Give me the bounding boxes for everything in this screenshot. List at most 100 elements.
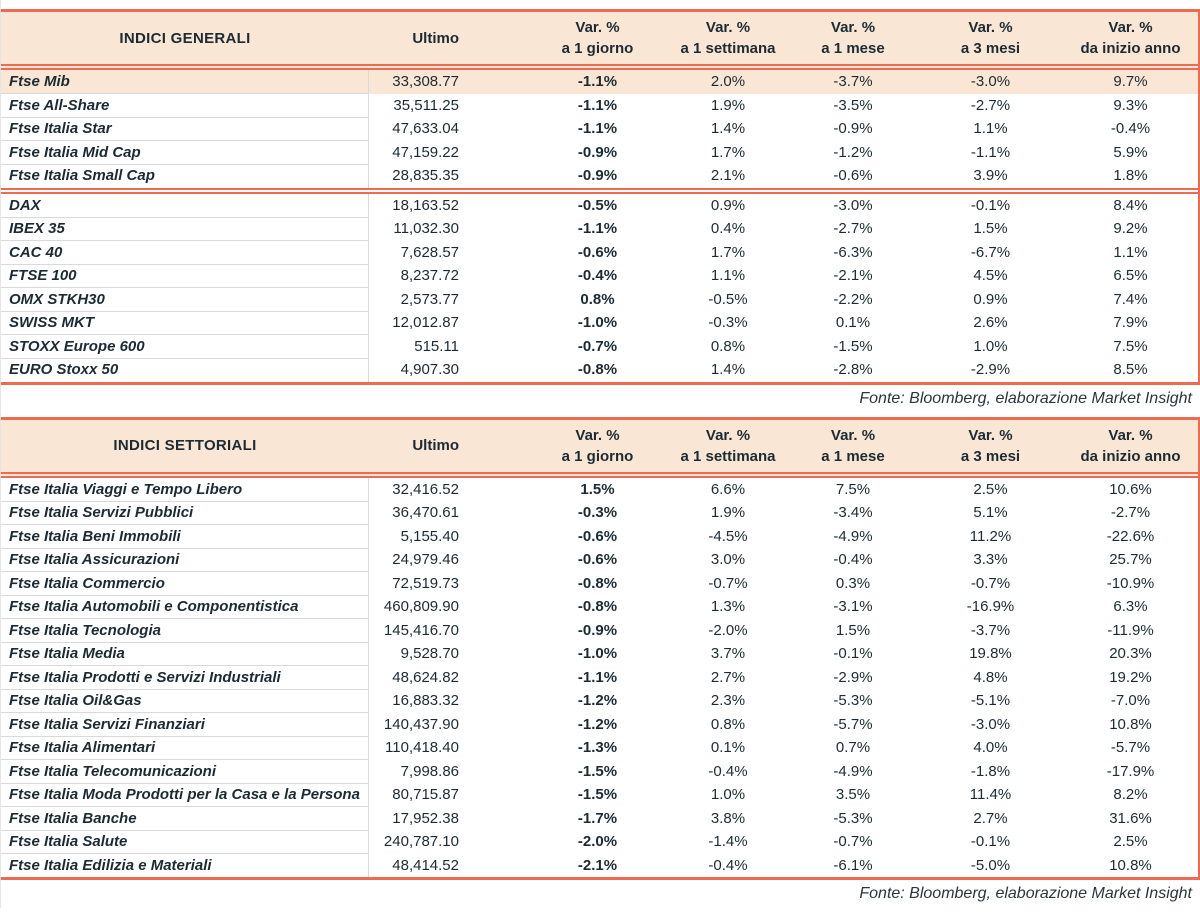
var-3-mesi-value: 4.5% [973,267,1008,284]
table-row: Ftse Italia Beni Immobili 5,155.40 -0.6% -4… [1,524,1198,549]
index-name: CAC 40 [1,240,369,265]
ultimo-value: 72,519.73 [392,574,459,592]
col-header-ultimo: Ultimo [412,29,459,47]
var-1-mese-value: -5.3% [833,692,873,709]
var-inizio-anno-value: 10.8% [1109,856,1152,874]
ultimo-value: 36,470.61 [392,504,459,521]
table-title-indici-generali: INDICI GENERALI [119,29,251,47]
col-header-line1: Var. % [575,426,620,444]
var-1-settimana-value: -0.5% [708,290,748,308]
col-header-var-3-mesi: Var. % a 3 mesi [918,12,1063,64]
var-inizio-anno-value: -17.9% [1106,762,1155,780]
var-inizio-anno-value: 2.5% [1113,833,1148,850]
var-1-giorno-value: -1.0% [577,645,618,662]
var-3-mesi-value: -1.1% [970,143,1011,161]
var-1-mese-value: 7.5% [835,480,871,498]
index-name: Ftse Italia Telecomunicazioni [1,759,369,784]
var-1-settimana-value: 1.1% [710,267,746,284]
indici-generali-header-row: INDICI GENERALI Ultimo Var. % a 1 giorno… [1,12,1198,64]
ultimo-value: 48,414.52 [392,856,459,874]
col-header-line1: Var. % [1108,426,1153,444]
var-1-mese-value: -2.2% [833,290,873,308]
ultimo-value: 7,628.57 [400,243,459,261]
var-1-giorno-value: -0.5% [577,196,618,214]
var-inizio-anno-value: 9.3% [1113,96,1148,114]
table-row: Ftse Italia Star 47,633.04 -1.1% 1.4% -0.9% 1… [1,117,1198,141]
var-1-mese-value: 0.1% [835,314,871,331]
index-name: Ftse Italia Moda Prodotti per la Casa e … [1,783,369,807]
col-header-line2: a 1 settimana [680,40,776,57]
ultimo-value: 8,237.72 [400,267,459,284]
table-row: STOXX Europe 600 515.11 -0.7% 0.8% -1.5% 1.0%… [1,334,1198,359]
var-inizio-anno-value: 7.4% [1113,290,1148,308]
index-name: Ftse Italia Mid Cap [1,140,369,165]
index-name: SWISS MKT [1,311,369,335]
var-inizio-anno-value: -7.0% [1110,692,1151,709]
ultimo-value: 110,418.40 [385,739,459,756]
var-1-giorno-value: 1.5% [580,480,615,498]
international-indices-rows: DAX 18,163.52 -0.5% 0.9% -3.0% -0.1% 8.4% IBEX … [1,193,1198,382]
col-header-line2: a 1 mese [821,447,885,465]
table-row: Ftse Italia Edilizia e Materiali 48,414.5… [1,853,1198,877]
var-3-mesi-value: -3.7% [970,621,1011,639]
var-1-mese-value: 0.3% [835,574,871,592]
ultimo-value: 33,308.77 [392,73,459,90]
ultimo-value: 48,624.82 [392,668,459,686]
index-name: Ftse Italia Viaggi e Tempo Libero [1,477,369,502]
var-3-mesi-value: -2.9% [970,361,1011,378]
var-inizio-anno-value: 6.5% [1113,267,1148,284]
var-1-mese-value: 3.5% [835,786,871,803]
var-1-giorno-value: -0.8% [577,574,618,592]
col-header-var-1-mese: Var. % a 1 mese [788,420,918,472]
var-1-giorno-value: -1.5% [577,762,618,780]
table-row: Ftse Italia Media 9,528.70 -1.0% 3.7% -0.1% 1… [1,642,1198,666]
var-1-giorno-value: -0.6% [577,527,618,545]
var-inizio-anno-value: -2.7% [1110,504,1151,521]
col-header-line1: Var. % [575,19,620,36]
ultimo-value: 460,809.90 [383,598,459,615]
var-3-mesi-value: -6.7% [970,243,1011,261]
ultimo-value: 7,998.86 [400,762,459,780]
var-3-mesi-value: 3.3% [973,551,1008,568]
index-name: Ftse Italia Alimentari [1,736,369,760]
table-row: Ftse Italia Alimentari 110,418.40 -1.3% 0.1… [1,736,1198,760]
var-1-settimana-value: -1.4% [708,833,748,850]
ultimo-value: 32,416.52 [392,480,459,498]
index-name: Ftse All-Share [1,93,369,118]
col-header-line1: Var. % [968,426,1013,444]
var-1-settimana-value: 2.1% [710,167,746,184]
var-3-mesi-value: -3.0% [970,73,1011,90]
var-1-settimana-value: 1.0% [710,786,746,803]
table-row: Ftse Italia Viaggi e Tempo Libero 32,416.… [1,477,1198,502]
source-note-sector: Fonte: Bloomberg, elaborazione Market In… [859,885,1192,902]
index-name: STOXX Europe 600 [1,334,369,359]
var-inizio-anno-value: 8.2% [1113,786,1148,803]
var-1-mese-value: -5.7% [833,715,873,733]
index-name: Ftse Italia Assicurazioni [1,548,369,572]
index-name: Ftse Italia Edilizia e Materiali [1,853,369,877]
index-name: Ftse Italia Star [1,117,369,141]
header-separator-line [1,471,1198,478]
var-1-giorno-value: -0.9% [577,167,618,184]
var-1-mese-value: -3.5% [833,96,873,114]
table-row: FTSE 100 8,237.72 -0.4% 1.1% -2.1% 4.5% 6.5% [1,264,1198,288]
var-1-mese-value: -0.1% [833,645,873,662]
col-header-line2: a 1 settimana [680,447,776,465]
table-row: Ftse Italia Telecomunicazioni 7,998.86 -1.… [1,759,1198,784]
indici-settoriali-header-row: INDICI SETTORIALI Ultimo Var. % a 1 gior… [1,419,1198,472]
var-1-mese-value: -6.3% [833,243,873,261]
var-inizio-anno-value: -11.9% [1107,621,1154,639]
table-row: Ftse Italia Servizi Pubblici 36,470.61 -0.… [1,501,1198,525]
var-inizio-anno-value: 9.7% [1113,73,1148,90]
col-header-ultimo: Ultimo [412,437,459,454]
table-row: IBEX 35 11,032.30 -1.1% 0.4% -2.7% 1.5% 9.2% [1,217,1198,241]
var-1-giorno-value: -0.6% [577,243,618,261]
var-1-settimana-value: 0.1% [710,739,746,756]
var-3-mesi-value: 1.1% [973,120,1008,137]
var-3-mesi-value: 2.6% [973,314,1008,331]
var-1-giorno-value: -1.2% [577,692,618,709]
index-name: Ftse Italia Oil&Gas [1,689,369,713]
var-1-giorno-value: -1.2% [577,715,618,733]
index-name: Ftse Italia Salute [1,830,369,854]
var-1-giorno-value: -1.5% [577,786,618,803]
